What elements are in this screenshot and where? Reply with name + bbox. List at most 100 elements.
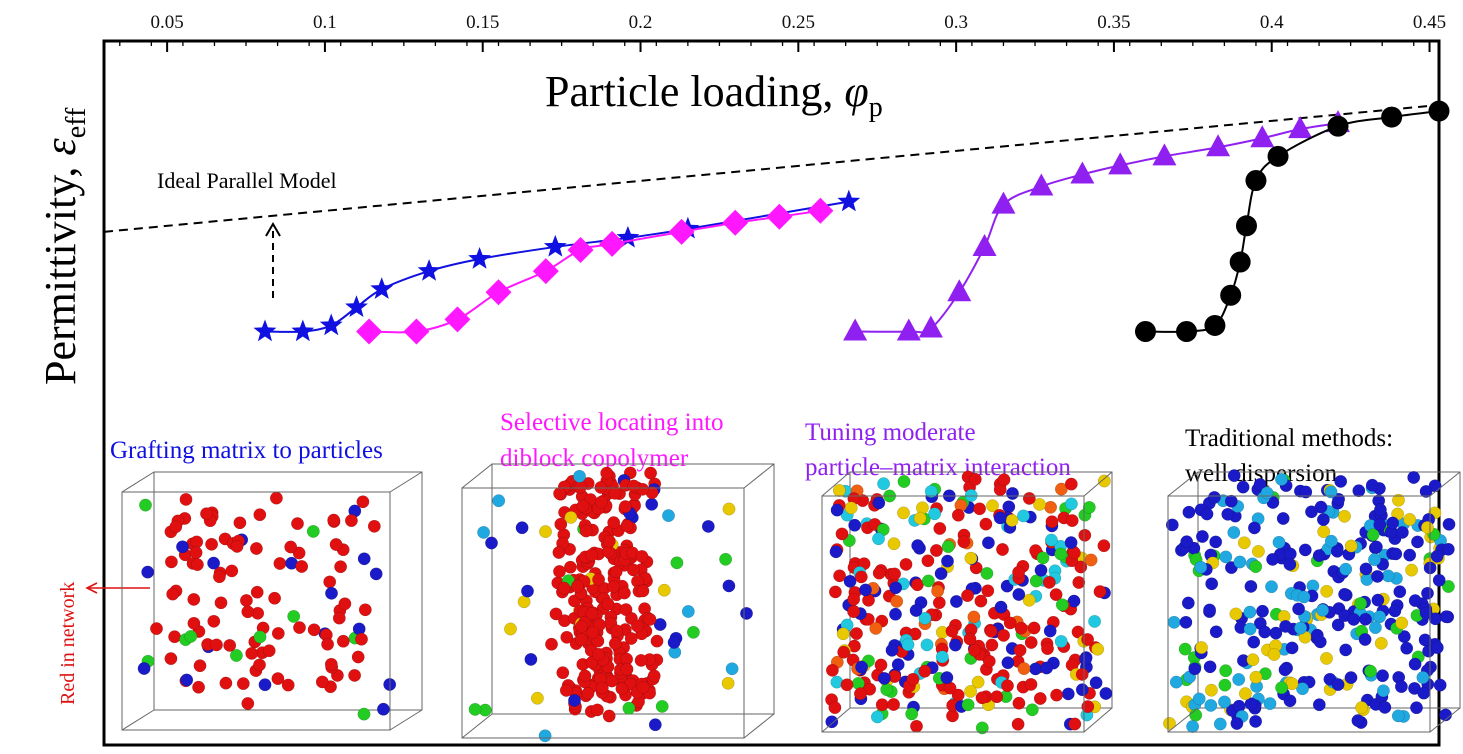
particle	[150, 622, 163, 636]
particle	[1041, 642, 1054, 656]
particle	[1359, 612, 1372, 626]
particle	[908, 627, 922, 641]
particle	[334, 560, 348, 574]
particle	[1099, 687, 1113, 700]
snapshot-box-2	[461, 463, 775, 743]
particle	[1441, 542, 1455, 556]
particle	[1029, 574, 1043, 588]
particle	[617, 586, 631, 600]
particle	[358, 603, 372, 617]
particle	[888, 567, 902, 581]
particle	[1305, 505, 1318, 519]
box-edge	[461, 713, 493, 739]
particle	[1276, 512, 1290, 525]
particle	[564, 510, 578, 524]
particle	[169, 520, 183, 534]
particle	[901, 638, 915, 652]
particle	[1012, 565, 1026, 579]
particle	[1339, 643, 1353, 657]
box-edge	[389, 471, 423, 493]
particle	[909, 604, 923, 617]
particle	[1347, 612, 1361, 626]
particle	[1354, 597, 1368, 610]
particle	[579, 524, 593, 538]
particle	[963, 632, 977, 646]
particle	[1344, 671, 1358, 685]
particle	[847, 592, 861, 606]
particle	[180, 673, 194, 687]
particle	[722, 579, 736, 593]
particle	[889, 607, 902, 621]
particle	[1204, 698, 1218, 712]
particle	[269, 491, 283, 505]
particle	[1016, 509, 1030, 523]
particle	[825, 663, 839, 677]
particle	[1075, 683, 1089, 697]
particle	[1192, 692, 1206, 706]
particle	[137, 662, 151, 675]
particle	[576, 499, 590, 513]
particle	[1044, 500, 1058, 514]
particle	[836, 627, 850, 641]
particle	[485, 536, 498, 550]
particle	[1403, 548, 1417, 562]
particle	[847, 605, 861, 619]
particle	[1418, 633, 1432, 647]
box-edge	[743, 713, 775, 739]
particle	[636, 584, 650, 598]
box-edge	[121, 709, 155, 731]
particle	[568, 693, 581, 707]
particle	[291, 517, 304, 531]
particle	[214, 596, 228, 610]
particle	[961, 698, 975, 712]
particle	[521, 584, 534, 598]
particle	[657, 583, 671, 597]
particle	[719, 552, 733, 566]
particle	[964, 551, 978, 565]
particle	[230, 539, 244, 553]
particle	[608, 486, 622, 500]
particle	[1181, 596, 1195, 610]
particle	[1256, 604, 1269, 618]
selective-label-line1: Selective locating into	[500, 409, 724, 436]
particle	[1386, 516, 1400, 530]
particle	[573, 469, 586, 483]
particle	[1013, 643, 1027, 657]
particle	[833, 569, 847, 583]
particle	[1036, 551, 1050, 565]
particle	[573, 480, 587, 494]
particle	[1244, 579, 1258, 593]
particle	[869, 621, 883, 635]
particle	[1263, 697, 1277, 711]
particle	[553, 487, 567, 501]
box-edge	[121, 471, 155, 493]
particle	[184, 629, 198, 643]
particle	[581, 686, 595, 700]
particle	[1297, 590, 1311, 604]
point-diamond	[599, 230, 626, 257]
traditional-label-line1: Traditional methods:	[1185, 425, 1393, 452]
particle	[323, 575, 337, 589]
x-tick-marks	[119, 41, 1431, 52]
particle	[348, 668, 362, 682]
particle	[618, 500, 632, 514]
particle	[1224, 494, 1238, 508]
particle	[1374, 636, 1388, 650]
box-back-face	[153, 471, 423, 711]
particle	[1275, 472, 1288, 486]
particle	[600, 466, 614, 480]
particle	[934, 567, 948, 581]
particle	[1097, 474, 1111, 488]
particle	[1005, 513, 1019, 527]
particle	[1410, 701, 1423, 715]
x-axis-subscript: p	[869, 92, 883, 123]
particle	[1078, 528, 1092, 542]
particle	[258, 678, 272, 692]
particle	[607, 516, 621, 530]
particle	[1203, 660, 1217, 674]
particle	[1279, 619, 1293, 633]
particle	[1081, 700, 1095, 714]
point-triangle	[991, 191, 1016, 214]
grafting-label: Grafting matrix to particles	[110, 437, 383, 464]
particle	[997, 473, 1011, 487]
